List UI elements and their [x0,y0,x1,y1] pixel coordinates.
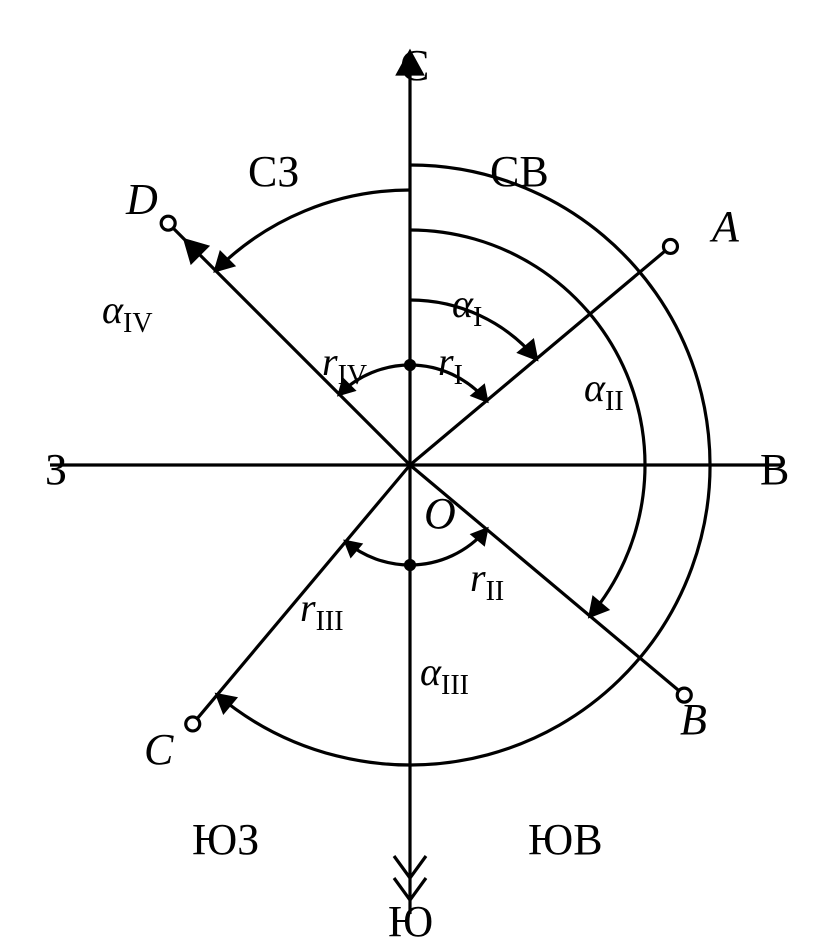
label-r-III: rIII [300,588,344,636]
diagram-svg [0,0,827,952]
label-r-II: rII [470,558,504,606]
point-label-C: C [144,728,173,772]
cardinal-N: С [400,44,429,88]
label-r-I: rI [438,342,463,390]
compass-diagram: С СВ СЗ В З ЮВ ЮЗ Ю O A B C D αI αII αII… [0,0,827,952]
label-alpha-I: αI [452,284,482,332]
label-r-IV: rIV [322,342,367,390]
cardinal-NW: СЗ [248,150,299,194]
cardinal-W: З [45,448,67,492]
label-alpha-II: αII [584,368,624,416]
label-alpha-III: αIII [420,652,469,700]
point-label-B: B [680,698,707,742]
cardinal-S: Ю [388,900,433,944]
point-label-O: O [424,492,456,536]
label-alpha-IV: αIV [102,290,153,338]
axes [50,52,782,914]
cardinal-SE: ЮВ [528,818,603,862]
point-label-A: A [712,205,739,249]
cardinal-NE: СВ [490,150,549,194]
point-label-D: D [126,178,158,222]
cardinal-SW: ЮЗ [192,818,259,862]
cardinal-E: В [760,448,789,492]
